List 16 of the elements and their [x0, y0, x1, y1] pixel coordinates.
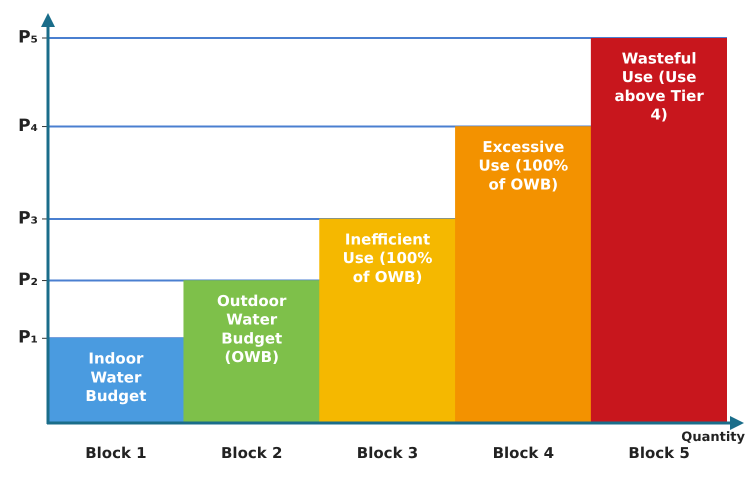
ref-line-label: P₂ — [18, 270, 38, 290]
annotation: Indoor Water Budget — [85, 350, 146, 406]
x-tick-label: Block 4 — [492, 444, 554, 462]
x-axis-title: Quantity — [681, 430, 746, 445]
ref-line-label: P₁ — [18, 328, 38, 348]
annotation: Wasteful Use (Use above Tier 4) — [614, 49, 704, 124]
x-tick-label: Block 1 — [85, 444, 147, 462]
annotation: Outdoor Water Budget (OWB) — [217, 292, 287, 366]
x-tick-label: Block 3 — [356, 444, 418, 462]
x-tick-label: Block 2 — [220, 444, 282, 462]
annotation: Inefficient Use (100% of OWB) — [342, 230, 432, 286]
ref-line-label: P₅ — [18, 27, 38, 48]
annotation: Excessive Use (100% of OWB) — [478, 138, 568, 194]
x-tick-label: Block 5 — [628, 444, 690, 462]
ref-line-label: P₄ — [18, 116, 38, 136]
ref-line-label: P₃ — [18, 208, 38, 228]
